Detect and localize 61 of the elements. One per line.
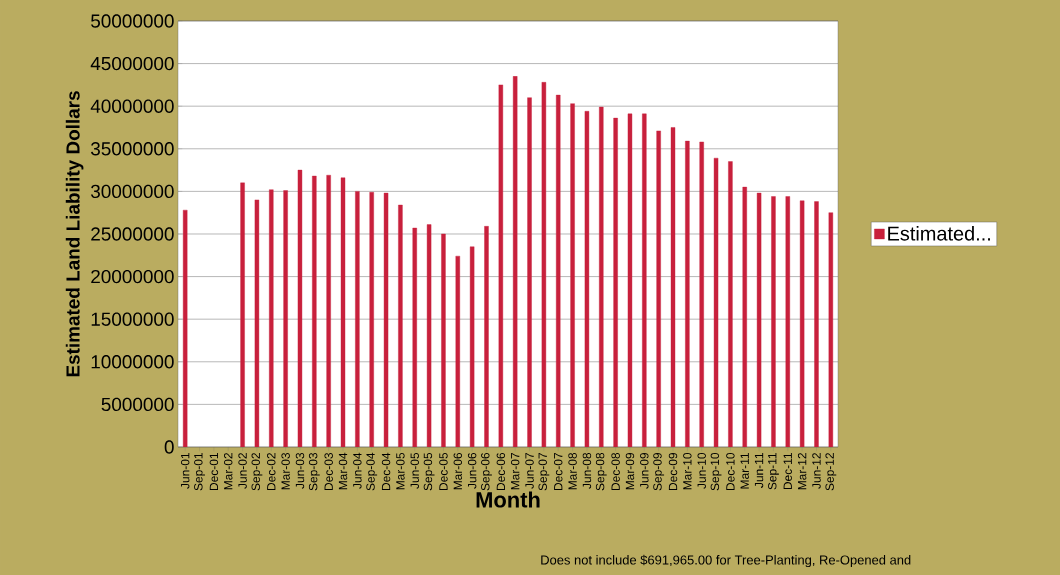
x-tick-label: Sep-08 bbox=[595, 452, 607, 491]
x-tick-label: Sep-11 bbox=[768, 453, 779, 490]
x-tick-label: Sep-09 bbox=[653, 453, 665, 491]
x-tick-label: Dec-09 bbox=[668, 453, 678, 490]
x-tick-label: Jun-09 bbox=[640, 453, 649, 489]
x-tick-label: Jun-10 bbox=[697, 452, 706, 489]
x-tick-label: Dec-04 bbox=[381, 452, 391, 490]
x-tick-label: Dec-06 bbox=[496, 452, 506, 490]
x-tick-label: Sep-07 bbox=[538, 453, 550, 491]
x-tick-label: Mar-11 bbox=[740, 453, 749, 489]
y-tick-label: 30000000 bbox=[90, 184, 174, 199]
x-tick-label: Sep-05 bbox=[423, 452, 435, 491]
x-tick-label: Jun-04 bbox=[353, 452, 362, 489]
x-tick-label: Dec-11 bbox=[783, 453, 792, 490]
x-tick-label: Mar-07 bbox=[510, 453, 520, 490]
x-tick-label: Mar-12 bbox=[797, 453, 807, 490]
text: Does not include $691,965.00 for Tree-Planting, Re-Opened and bbox=[541, 554, 911, 568]
x-tick-label: Sep-03 bbox=[308, 452, 320, 491]
x-tick-label: Dec-03 bbox=[324, 452, 333, 490]
y-tick-label: 40000000 bbox=[90, 99, 174, 113]
x-tick-label: Sep-10 bbox=[710, 452, 722, 491]
x-tick-label: Jun-11 bbox=[754, 453, 764, 488]
x-tick-label: Dec-02 bbox=[267, 453, 276, 490]
y-tick-label: 15000000 bbox=[91, 312, 174, 326]
x-axis-title: Month bbox=[476, 491, 540, 508]
x-tick-label: Jun-03 bbox=[295, 452, 305, 489]
x-tick-label: Jun-12 bbox=[812, 453, 821, 489]
x-tick-label: Jun-05 bbox=[410, 452, 419, 489]
x-tick-label: Mar-04 bbox=[338, 452, 348, 490]
x-tick-label: Dec-01 bbox=[209, 453, 219, 490]
y-tick-label: 20000000 bbox=[91, 269, 174, 284]
y-tick-label: 50000000 bbox=[91, 14, 174, 28]
y-tick-label: 0 bbox=[164, 440, 174, 454]
x-tick-label: Sep-12 bbox=[825, 453, 837, 491]
x-tick-label: Mar-06 bbox=[453, 452, 463, 490]
x-tick-label: Jun-02 bbox=[238, 453, 247, 489]
x-tick-label: Mar-05 bbox=[396, 452, 405, 490]
x-tick-label: Sep-04 bbox=[366, 452, 378, 491]
legend-label: Estimated... bbox=[888, 226, 990, 241]
y-axis-title: Estimated Land Liability Dollars bbox=[65, 91, 84, 377]
x-tick-label: Dec-05 bbox=[439, 452, 448, 490]
x-tick-label: Sep-01 bbox=[194, 453, 205, 491]
x-tick-label: Dec-10 bbox=[726, 452, 735, 490]
x-tick-label: Jun-07 bbox=[525, 453, 534, 489]
x-tick-label: Mar-02 bbox=[224, 453, 233, 490]
y-tick-label: 5000000 bbox=[101, 397, 174, 412]
x-tick-label: Jun-01 bbox=[180, 453, 190, 489]
x-tick-label: Jun-08 bbox=[582, 452, 592, 489]
x-tick-label: Dec-07 bbox=[554, 453, 563, 490]
x-tick-label: Mar-09 bbox=[625, 453, 635, 490]
y-tick-label: 45000000 bbox=[90, 56, 174, 71]
x-tick-label: Dec-08 bbox=[611, 452, 620, 490]
x-tick-label: Jun-06 bbox=[467, 452, 477, 489]
x-tick-label: Mar-10 bbox=[683, 452, 692, 490]
x-tick-label: Mar-08 bbox=[568, 452, 577, 490]
x-tick-label: Sep-06 bbox=[481, 452, 492, 491]
y-tick-label: 35000000 bbox=[90, 142, 174, 156]
x-tick-label: Mar-03 bbox=[281, 452, 290, 490]
y-tick-label: 25000000 bbox=[91, 227, 174, 241]
x-tick-label: Sep-02 bbox=[251, 453, 263, 491]
y-tick-label: 10000000 bbox=[91, 355, 174, 369]
